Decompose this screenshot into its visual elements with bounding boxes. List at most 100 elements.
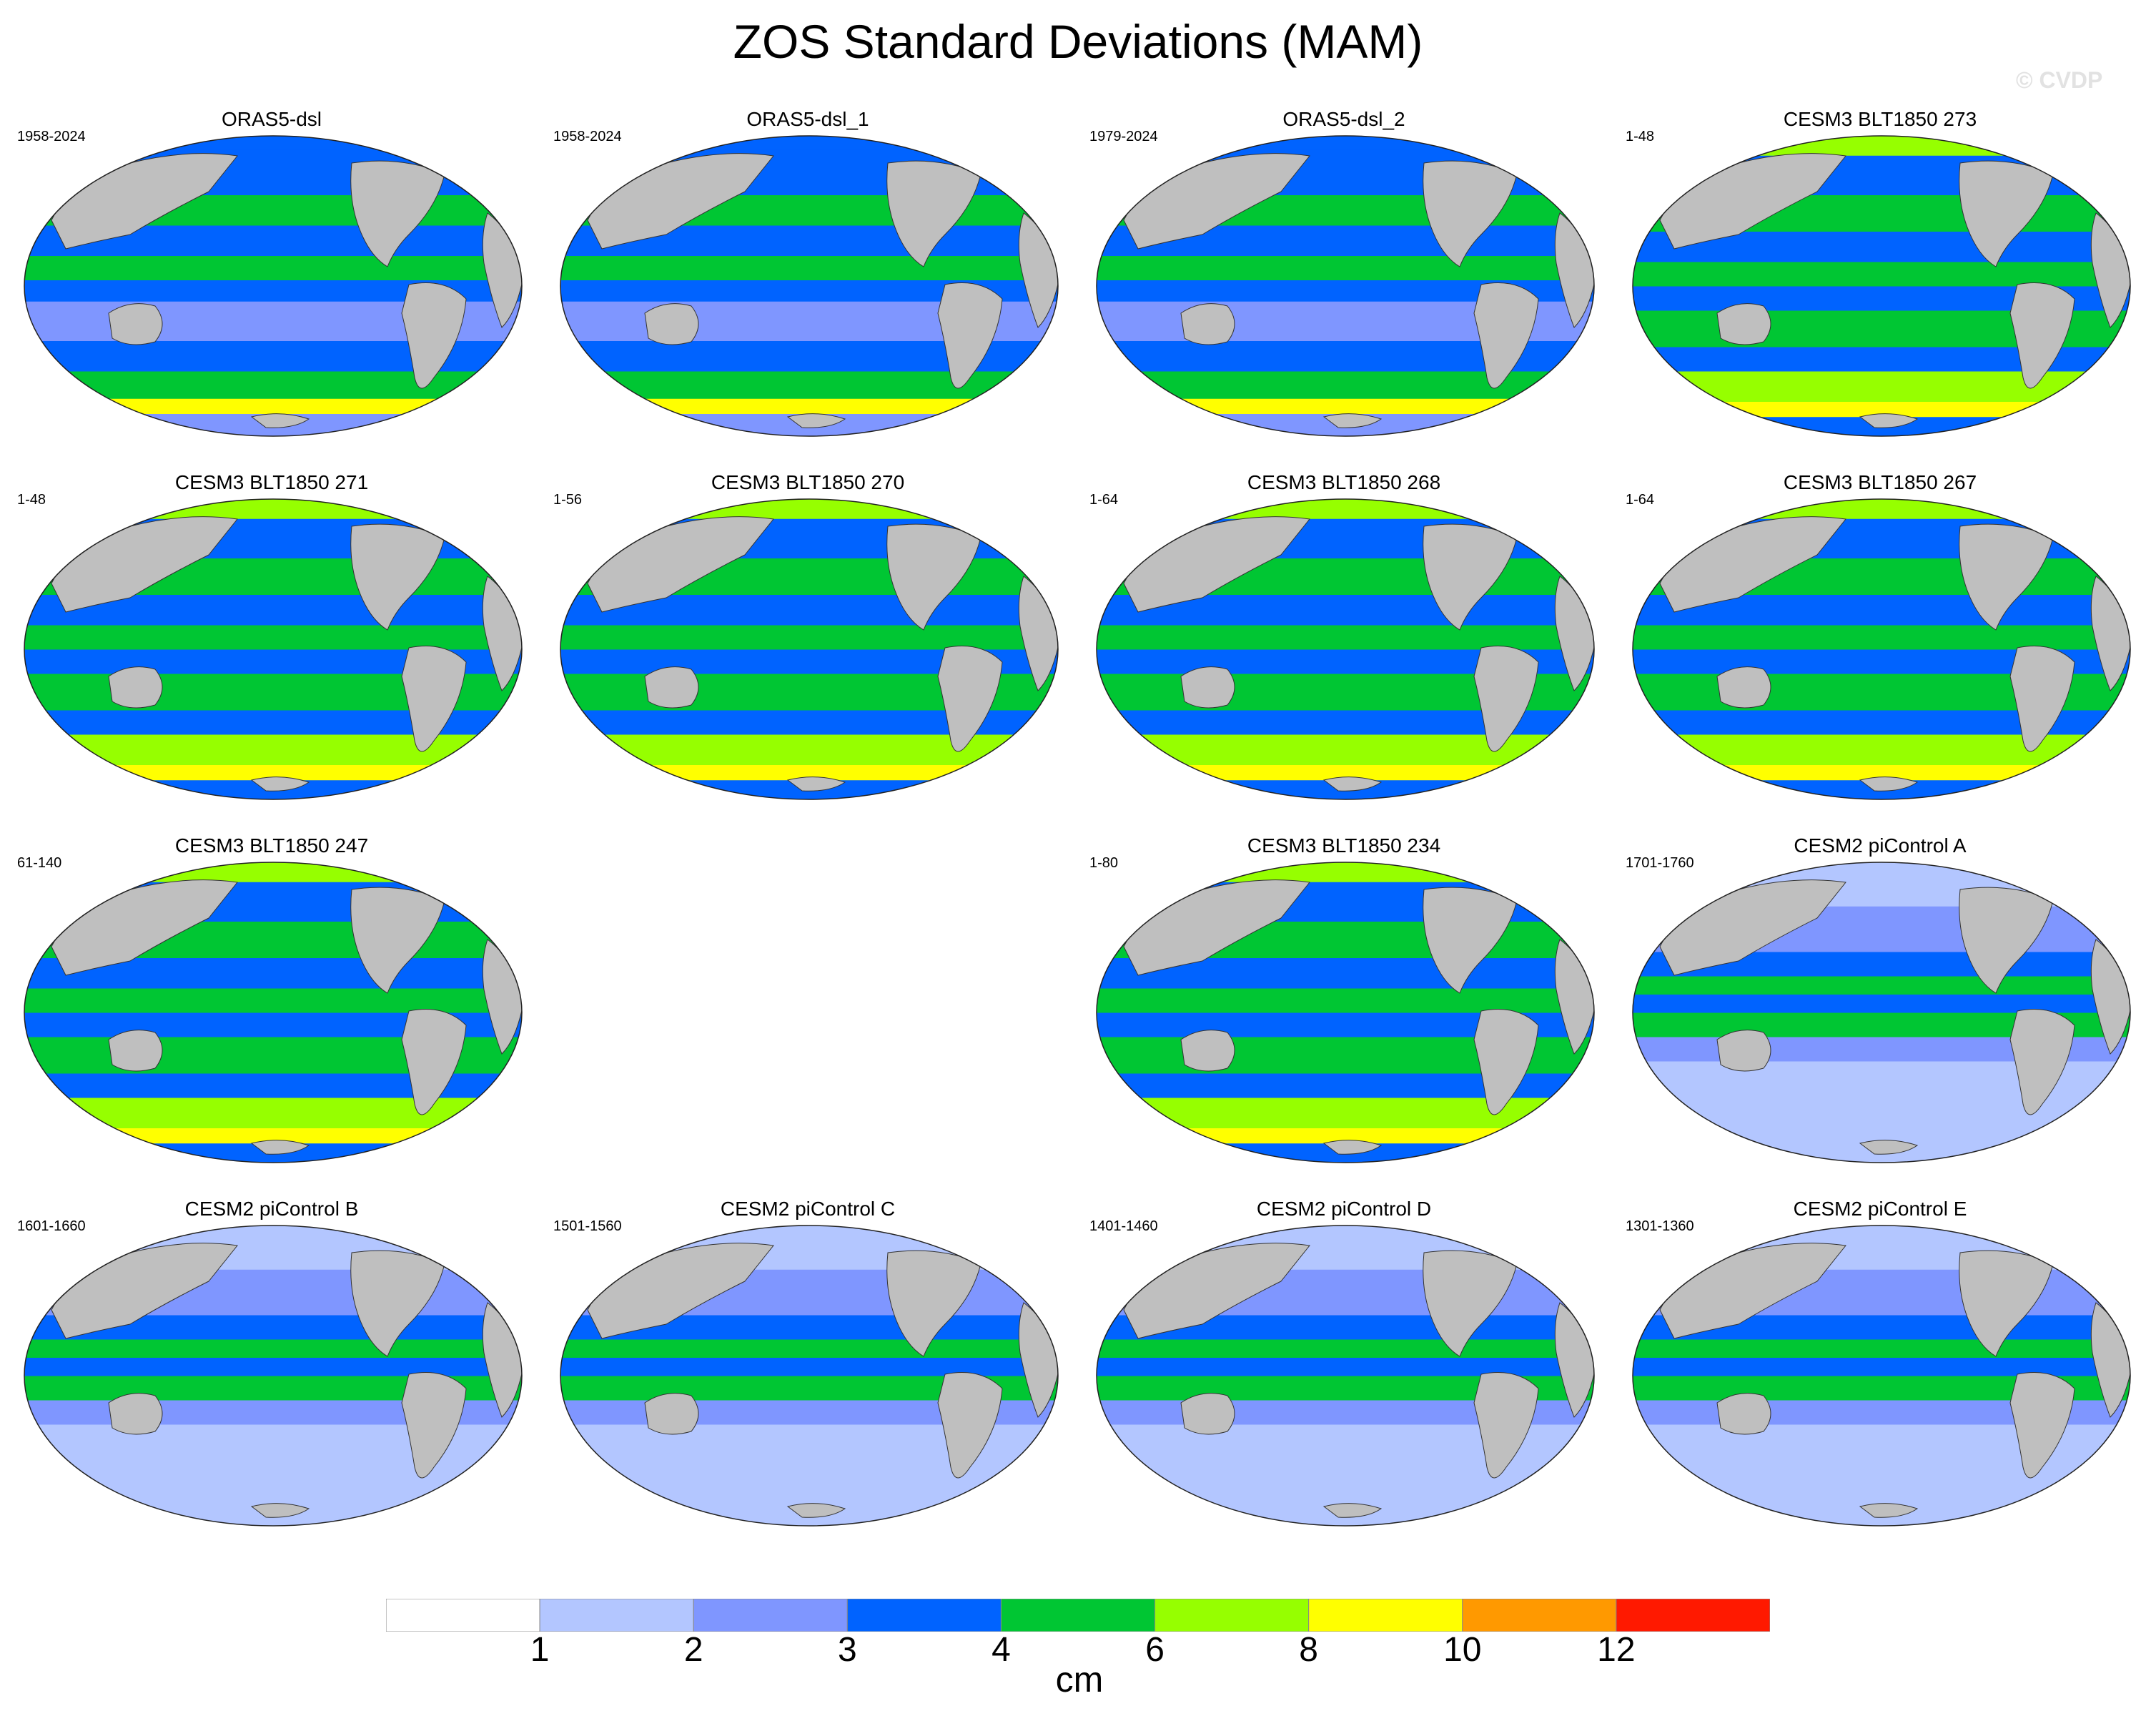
ocean-field-band xyxy=(1633,765,2130,781)
panel-title: CESM3 BLT1850 273 xyxy=(1783,108,1977,130)
ocean-field-band xyxy=(24,1098,522,1129)
panel-years: 61-140 xyxy=(17,855,62,871)
land-mask xyxy=(786,776,846,792)
map-plot xyxy=(1096,135,1595,437)
map-outline xyxy=(1632,862,2131,1163)
land-mask xyxy=(1322,776,1383,792)
ocean-field-band xyxy=(24,625,522,651)
colorbar-tick-label: 2 xyxy=(683,1631,703,1669)
map-panel: CESM3 BLT1850 270 1-56 xyxy=(543,470,1072,814)
ocean-field-band xyxy=(1633,499,2130,520)
map-plot xyxy=(1632,135,2131,437)
ocean-field-band xyxy=(1633,402,2130,418)
ocean-field-band xyxy=(1633,625,2130,651)
map-panel: CESM3 BLT1850 247 61-140 xyxy=(7,834,536,1177)
ocean-field-band xyxy=(560,1339,1058,1358)
map-plot xyxy=(560,1225,1059,1527)
land-mask xyxy=(1180,1393,1235,1435)
ocean-field-band xyxy=(24,136,522,151)
land-mask xyxy=(1859,776,1919,792)
panel-title: CESM3 BLT1850 247 xyxy=(174,834,369,857)
colorbar-swatch xyxy=(1000,1599,1156,1632)
land-mask xyxy=(1859,413,1919,428)
colorbar-swatch xyxy=(1616,1599,1770,1632)
ocean-field-band xyxy=(24,1226,522,1271)
land-mask xyxy=(250,1140,310,1155)
land-mask xyxy=(1473,282,1539,389)
map-outline xyxy=(24,498,523,800)
map-plot xyxy=(560,498,1059,800)
ocean-field-band xyxy=(1633,1226,2130,1271)
panel-years: 1501-1560 xyxy=(553,1218,622,1234)
map-panel: CESM3 BLT1850 268 1-64 xyxy=(1079,470,1608,814)
land-mask xyxy=(1180,1030,1235,1072)
land-mask xyxy=(644,1393,699,1435)
land-mask xyxy=(401,1372,467,1479)
colorbar-tick-label: 1 xyxy=(530,1631,550,1669)
map-panel: CESM3 BLT1850 271 1-48 xyxy=(7,470,536,814)
map-plot xyxy=(1096,498,1595,800)
ocean-field-band xyxy=(1633,995,2130,1014)
land-mask xyxy=(108,666,163,709)
map-panel: CESM2 piControl B 1601-1660 xyxy=(7,1197,536,1540)
land-mask xyxy=(786,1503,846,1518)
land-mask xyxy=(1859,1503,1919,1518)
ocean-field-band xyxy=(24,734,522,766)
panel-years: 1-80 xyxy=(1089,855,1119,871)
land-mask xyxy=(1716,1030,1771,1072)
land-mask xyxy=(1322,1140,1383,1155)
map-outline xyxy=(24,862,523,1163)
map-outline xyxy=(1096,135,1595,437)
map-panel: CESM3 BLT1850 273 1-48 xyxy=(1616,107,2145,450)
ocean-field-band xyxy=(1097,136,1594,151)
map-plot xyxy=(1096,862,1595,1163)
ocean-field-band xyxy=(1633,136,2130,157)
ocean-field-band xyxy=(1633,862,2130,907)
panel-title: ORAS5-dsl_2 xyxy=(1282,108,1405,130)
map-plot xyxy=(24,498,523,800)
colorbar-swatch xyxy=(386,1599,540,1632)
panel-years: 1979-2024 xyxy=(1089,129,1158,144)
ocean-field-band xyxy=(1097,1226,1594,1271)
ocean-field-band xyxy=(1097,1098,1594,1129)
panel-years: 1-64 xyxy=(1089,492,1119,508)
cvdp-watermark: © CVDP xyxy=(2016,67,2103,93)
ocean-field-band xyxy=(1097,499,1594,520)
map-panel: CESM3 BLT1850 234 1-80 xyxy=(1079,834,1608,1177)
ocean-field-band xyxy=(1097,1339,1594,1358)
land-mask xyxy=(937,646,1003,752)
land-mask xyxy=(1322,1503,1383,1518)
ocean-field-band xyxy=(1097,256,1594,281)
land-mask xyxy=(2009,1009,2075,1115)
ocean-field-band xyxy=(24,1339,522,1358)
ocean-field-band xyxy=(1097,371,1594,400)
panel-years: 1958-2024 xyxy=(553,129,622,144)
land-mask xyxy=(1322,413,1383,428)
ocean-field-band xyxy=(24,371,522,400)
panel-title: CESM2 piControl D xyxy=(1256,1198,1432,1220)
colorbar-tick-label: 6 xyxy=(1145,1631,1164,1669)
map-outline xyxy=(560,135,1059,437)
map-outline xyxy=(1632,1225,2131,1527)
map-plot xyxy=(24,1225,523,1527)
panel-years: 1-64 xyxy=(1626,492,1655,508)
panel-title: CESM3 BLT1850 271 xyxy=(174,471,369,493)
map-outline xyxy=(1632,498,2131,800)
panel-years: 1-56 xyxy=(553,492,583,508)
colorbar-tick-label: 8 xyxy=(1299,1631,1318,1669)
ocean-field-band xyxy=(1633,734,2130,766)
colorbar-tick-label: 12 xyxy=(1597,1631,1636,1669)
ocean-field-band xyxy=(560,1226,1058,1271)
figure-title: ZOS Standard Deviations (MAM) xyxy=(733,15,1423,68)
ocean-field-band xyxy=(24,862,522,883)
ocean-field-band xyxy=(560,499,1058,520)
ocean-field-band xyxy=(1097,988,1594,1014)
colorbar-swatch xyxy=(1308,1599,1463,1632)
ocean-field-band xyxy=(1633,371,2130,403)
colorbar xyxy=(386,1599,1770,1632)
panel-years: 1958-2024 xyxy=(17,129,86,144)
land-mask xyxy=(2009,1372,2075,1479)
land-mask xyxy=(1180,303,1235,345)
map-panel: ORAS5-dsl_2 1979-2024 xyxy=(1079,107,1608,450)
panel-years: 1-48 xyxy=(1626,129,1655,144)
